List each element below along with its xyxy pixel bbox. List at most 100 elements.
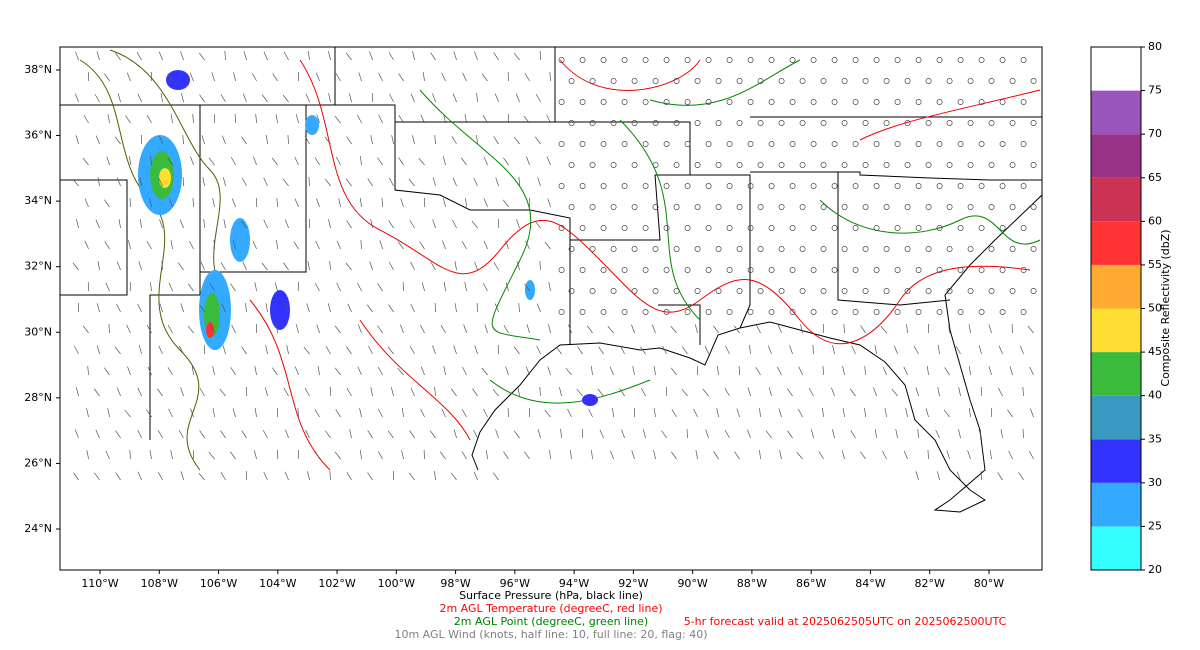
wind-barb xyxy=(432,177,436,187)
wind-barb xyxy=(808,388,814,397)
wind-barb xyxy=(555,346,562,355)
calm-wind xyxy=(757,120,764,126)
calm-wind xyxy=(726,309,733,315)
wind-barb xyxy=(547,198,551,208)
calm-wind xyxy=(946,162,953,168)
wind-barb xyxy=(410,303,415,313)
calm-wind xyxy=(831,267,838,273)
calm-wind xyxy=(810,183,817,189)
calm-wind xyxy=(999,57,1006,63)
wind-barb xyxy=(231,198,236,208)
calm-wind xyxy=(799,288,806,294)
captions: Surface Pressure (hPa, black line)2m AGL… xyxy=(394,589,1006,641)
calm-wind xyxy=(778,120,785,126)
calm-wind xyxy=(957,141,964,147)
wind-barb xyxy=(146,241,152,250)
wind-barb xyxy=(357,324,362,334)
wind-barb xyxy=(755,367,761,376)
wind-barb xyxy=(401,408,404,418)
wind-barb xyxy=(913,346,919,355)
wind-barb xyxy=(724,388,730,397)
wind-barb xyxy=(264,387,268,397)
calm-wind xyxy=(904,162,911,168)
calm-wind xyxy=(946,288,953,294)
calm-wind xyxy=(568,204,575,210)
wind-barb xyxy=(232,408,236,418)
wind-barb xyxy=(849,388,856,397)
wind-barb xyxy=(192,197,194,208)
wind-barb xyxy=(118,219,121,229)
calm-wind xyxy=(936,309,943,315)
wind-barb xyxy=(756,324,761,334)
wind-barb xyxy=(316,114,320,124)
calm-wind xyxy=(894,141,901,147)
wind-barb xyxy=(74,429,79,439)
calm-wind xyxy=(936,141,943,147)
calm-wind xyxy=(999,99,1006,105)
wind-barb xyxy=(461,451,467,460)
wind-barb xyxy=(282,94,289,103)
wind-barb xyxy=(503,325,509,334)
wind-barb xyxy=(410,261,415,271)
calm-wind xyxy=(768,309,775,315)
calm-wind xyxy=(705,309,712,315)
calm-wind xyxy=(799,246,806,252)
y-tick-label: 30°N xyxy=(24,325,52,338)
calm-wind xyxy=(610,246,617,252)
calm-wind xyxy=(705,183,712,189)
echo xyxy=(582,394,598,406)
calm-wind xyxy=(873,141,880,147)
calm-wind xyxy=(673,162,680,168)
wind-barb xyxy=(588,408,593,418)
wind-barb xyxy=(495,429,499,439)
wind-barb xyxy=(434,135,436,145)
wind-barb xyxy=(943,409,950,418)
wind-barb xyxy=(832,429,835,439)
wind-barb xyxy=(778,408,782,418)
wind-barb xyxy=(420,366,425,376)
wind-barb xyxy=(525,366,530,376)
calm-wind xyxy=(652,162,659,168)
x-tick-label: 82°W xyxy=(915,577,945,590)
wind-barb xyxy=(115,472,121,481)
calm-wind xyxy=(778,288,785,294)
calm-wind xyxy=(673,246,680,252)
calm-wind xyxy=(873,183,880,189)
calm-wind xyxy=(925,162,932,168)
wind-barb xyxy=(1000,429,1003,439)
wind-barb xyxy=(334,325,341,334)
wind-barb xyxy=(378,72,383,82)
calm-wind xyxy=(631,162,638,168)
wind-barb xyxy=(229,451,236,460)
calm-wind xyxy=(600,99,607,105)
echo xyxy=(166,70,190,90)
wind-barb xyxy=(263,51,268,61)
wind-barb xyxy=(84,240,89,250)
wind-barb xyxy=(705,429,709,439)
wind-barb xyxy=(265,135,268,145)
calm-wind xyxy=(715,78,722,84)
wind-barb xyxy=(787,430,793,439)
wind-barb xyxy=(97,261,100,271)
wind-barb xyxy=(716,408,719,418)
wind-barb xyxy=(402,281,404,292)
wind-barb xyxy=(221,303,226,313)
wind-barb xyxy=(968,324,971,334)
wind-barb xyxy=(346,472,352,481)
calm-wind xyxy=(852,225,859,231)
wind-barb xyxy=(232,240,236,250)
wind-barb xyxy=(502,199,509,208)
calm-wind xyxy=(999,225,1006,231)
calm-wind xyxy=(757,288,764,294)
wind-barb xyxy=(211,72,215,82)
wind-barb xyxy=(390,387,394,397)
wind-barb xyxy=(308,177,310,187)
calm-wind xyxy=(768,141,775,147)
wind-barb xyxy=(882,366,887,376)
wind-barb xyxy=(476,135,478,145)
y-tick-label: 36°N xyxy=(24,129,52,142)
calm-wind xyxy=(883,78,890,84)
wind-barb xyxy=(189,240,194,250)
colorbar: 20 25 30 35 40 45 50 55 60 65 70 75 80 xyxy=(1090,40,1162,576)
wind-barb xyxy=(168,408,173,418)
